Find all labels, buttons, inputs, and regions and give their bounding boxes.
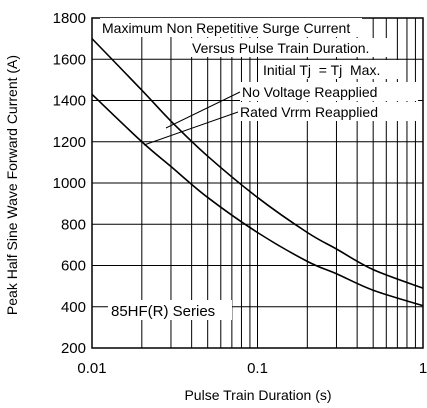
y-tick-label: 1400 [53, 93, 86, 110]
annotation-bg [240, 82, 418, 101]
annotation-condition: Initial Tj = Tj Max. [263, 62, 380, 78]
series-line [91, 38, 424, 289]
series-tag: 85HF(R) Series [111, 303, 215, 320]
x-tick-label: 0.1 [247, 360, 268, 377]
leader-no-voltage [165, 91, 241, 129]
y-tick-label: 1800 [53, 10, 86, 27]
x-tick-labels: 0.01 0.1 1 [77, 360, 427, 377]
label-rated-vrrm-reapplied: Rated Vrrm Reapplied [240, 104, 378, 120]
annotation-bg [190, 38, 390, 57]
y-tick-label: 400 [61, 299, 86, 316]
annotation-title: Maximum Non Repetitive Surge Current [102, 20, 350, 36]
annotation-subtitle: Versus Pulse Train Duration. [192, 40, 369, 56]
annotation-bg [261, 60, 405, 79]
x-tick-label: 0.01 [77, 360, 106, 377]
label-no-voltage-reapplied: No Voltage Reapplied [242, 84, 377, 100]
annotation-bg [238, 102, 422, 121]
y-tick-label: 1000 [53, 175, 86, 192]
series-line [91, 93, 424, 307]
x-tick-label: 1 [419, 360, 427, 377]
x-axis-title: Pulse Train Duration (s) [184, 387, 331, 403]
y-axis-title: Peak Half Sine Wave Forward Current (A) [4, 55, 20, 315]
series-curves [91, 38, 424, 307]
series-tag-bg [108, 300, 232, 320]
annotation-bg [100, 18, 362, 37]
leader-rated-vrrm [143, 111, 239, 146]
y-tick-label: 1200 [53, 134, 86, 151]
y-tick-label: 200 [61, 340, 86, 357]
y-tick-label: 1600 [53, 51, 86, 68]
y-tick-labels: 200 400 600 800 1000 1200 1400 1600 1800 [53, 10, 86, 357]
grid [91, 17, 423, 349]
y-tick-label: 800 [61, 216, 86, 233]
y-tick-label: 600 [61, 258, 86, 275]
